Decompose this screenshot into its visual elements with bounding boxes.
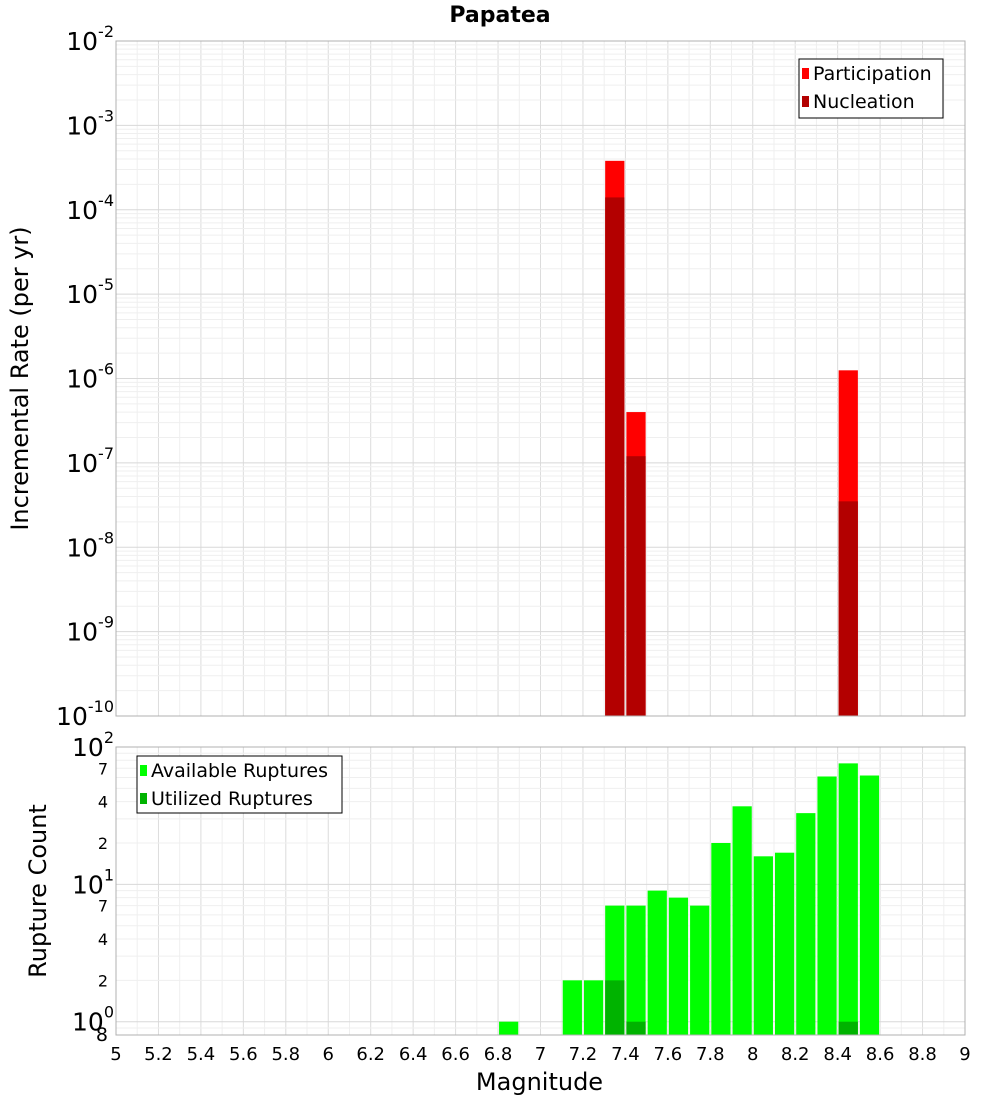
count-bars bbox=[499, 763, 880, 1035]
rate-y-tick-label: 10-9 bbox=[66, 613, 114, 647]
legend-box bbox=[798, 58, 944, 119]
count-y-tick-label: 2 bbox=[98, 971, 108, 990]
bar-available-ruptures bbox=[753, 856, 773, 1035]
rate-y-tick-label: 10-10 bbox=[56, 697, 114, 731]
legend-box bbox=[136, 755, 343, 814]
bar-available-ruptures bbox=[711, 843, 731, 1035]
rate-legend: Participation Nucleation bbox=[798, 58, 944, 119]
x-tick-label: 5.4 bbox=[187, 1044, 216, 1065]
x-tick-label: 7.8 bbox=[696, 1044, 725, 1065]
bar-available-ruptures bbox=[562, 980, 582, 1035]
count-y-tick-label: 4 bbox=[98, 930, 108, 949]
bar-available-ruptures bbox=[647, 890, 667, 1035]
legend-label: Utilized Ruptures bbox=[151, 788, 313, 810]
rate-y-ticks: 10-10 10-9 10-8 10-7 10-6 10-5 10-4 10-3 10-2 bbox=[56, 22, 114, 731]
x-tick-label: 6.4 bbox=[399, 1044, 428, 1065]
x-tick-label: 7 bbox=[535, 1044, 546, 1065]
rate-y-tick-label: 10-7 bbox=[66, 444, 114, 478]
count-y-tick-label: 4 bbox=[98, 793, 108, 812]
x-tick-label: 5.8 bbox=[271, 1044, 300, 1065]
x-tick-label: 8 bbox=[747, 1044, 758, 1065]
rate-y-tick-label: 10-6 bbox=[66, 360, 114, 394]
x-tick-label: 6 bbox=[323, 1044, 334, 1065]
bar-nucleation bbox=[605, 197, 625, 717]
legend-label: Available Ruptures bbox=[151, 760, 328, 782]
bar-nucleation bbox=[626, 456, 646, 716]
bar-available-ruptures bbox=[583, 980, 604, 1035]
bar-available-ruptures bbox=[838, 763, 858, 1035]
count-y-tick-label: 101 bbox=[72, 865, 114, 899]
x-tick-label: 9 bbox=[959, 1044, 970, 1065]
count-plot-border bbox=[115, 746, 966, 1036]
count-y-tick-label: 102 bbox=[72, 728, 114, 762]
legend-swatch bbox=[802, 96, 809, 107]
magnitude-x-axis-label: Magnitude bbox=[476, 1068, 603, 1096]
rate-y-tick-label: 10-8 bbox=[66, 528, 114, 562]
x-tick-label: 7.2 bbox=[569, 1044, 598, 1065]
bar-available-ruptures bbox=[774, 852, 795, 1035]
bar-nucleation bbox=[838, 501, 858, 716]
count-y-axis-label: Rupture Count bbox=[24, 804, 52, 978]
count-y-tick-label: 7 bbox=[98, 897, 108, 916]
x-tick-label: 8.8 bbox=[908, 1044, 937, 1065]
rate-plot-border bbox=[115, 40, 966, 717]
legend-label: Nucleation bbox=[813, 91, 915, 113]
rate-y-tick-label: 10-2 bbox=[66, 22, 114, 56]
bar-available-ruptures bbox=[668, 897, 689, 1035]
x-tick-label: 8.2 bbox=[781, 1044, 810, 1065]
chart-title: Papatea bbox=[449, 3, 550, 28]
rate-y-axis-label: Incremental Rate (per yr) bbox=[6, 226, 34, 530]
x-tick-label: 6.8 bbox=[484, 1044, 513, 1065]
legend-swatch bbox=[802, 68, 809, 79]
count-y-tick-label: 7 bbox=[98, 759, 108, 778]
bar-utilized-ruptures bbox=[605, 980, 625, 1035]
bar-available-ruptures bbox=[690, 905, 710, 1035]
x-tick-label: 8.4 bbox=[823, 1044, 852, 1065]
rate-y-tick-label: 10-5 bbox=[66, 275, 114, 309]
count-y-tick-label: 2 bbox=[98, 834, 108, 853]
bar-utilized-ruptures bbox=[838, 1021, 858, 1035]
count-legend: Available Ruptures Utilized Ruptures bbox=[136, 755, 343, 814]
bar-available-ruptures bbox=[796, 813, 816, 1035]
x-tick-label: 7.4 bbox=[611, 1044, 640, 1065]
magnitude-x-ticks: 5 5.2 5.4 5.6 5.8 6 6.2 6.4 6.6 6.8 7 7.2 7.4 7.6 7.8 8… bbox=[110, 1044, 970, 1065]
bar-available-ruptures bbox=[626, 905, 646, 1035]
bar-available-ruptures bbox=[817, 776, 837, 1035]
x-tick-label: 6.2 bbox=[356, 1044, 385, 1065]
count-y-tick-label: 100 bbox=[72, 1003, 114, 1037]
bar-available-ruptures bbox=[859, 775, 880, 1035]
x-tick-label: 6.6 bbox=[441, 1044, 470, 1065]
bar-available-ruptures bbox=[499, 1021, 519, 1035]
x-tick-label: 7.6 bbox=[654, 1044, 683, 1065]
bar-utilized-ruptures bbox=[626, 1021, 646, 1035]
bar-available-ruptures bbox=[732, 806, 752, 1035]
legend-swatch bbox=[140, 765, 147, 776]
x-tick-label: 5.2 bbox=[144, 1044, 173, 1065]
rate-panel: 10-10 10-9 10-8 10-7 10-6 10-5 10-4 10-3 10-2 In… bbox=[6, 22, 966, 731]
legend-swatch bbox=[140, 793, 147, 804]
x-tick-label: 5 bbox=[110, 1044, 121, 1065]
rate-bars bbox=[605, 160, 858, 717]
x-tick-label: 5.6 bbox=[229, 1044, 258, 1065]
rate-y-tick-label: 10-3 bbox=[66, 106, 114, 140]
count-y-tick-label: 8 bbox=[96, 1024, 108, 1046]
x-tick-label: 8.6 bbox=[866, 1044, 895, 1065]
legend-label: Participation bbox=[813, 63, 932, 85]
rate-grid bbox=[115, 41, 966, 717]
rate-y-tick-label: 10-4 bbox=[66, 191, 114, 225]
